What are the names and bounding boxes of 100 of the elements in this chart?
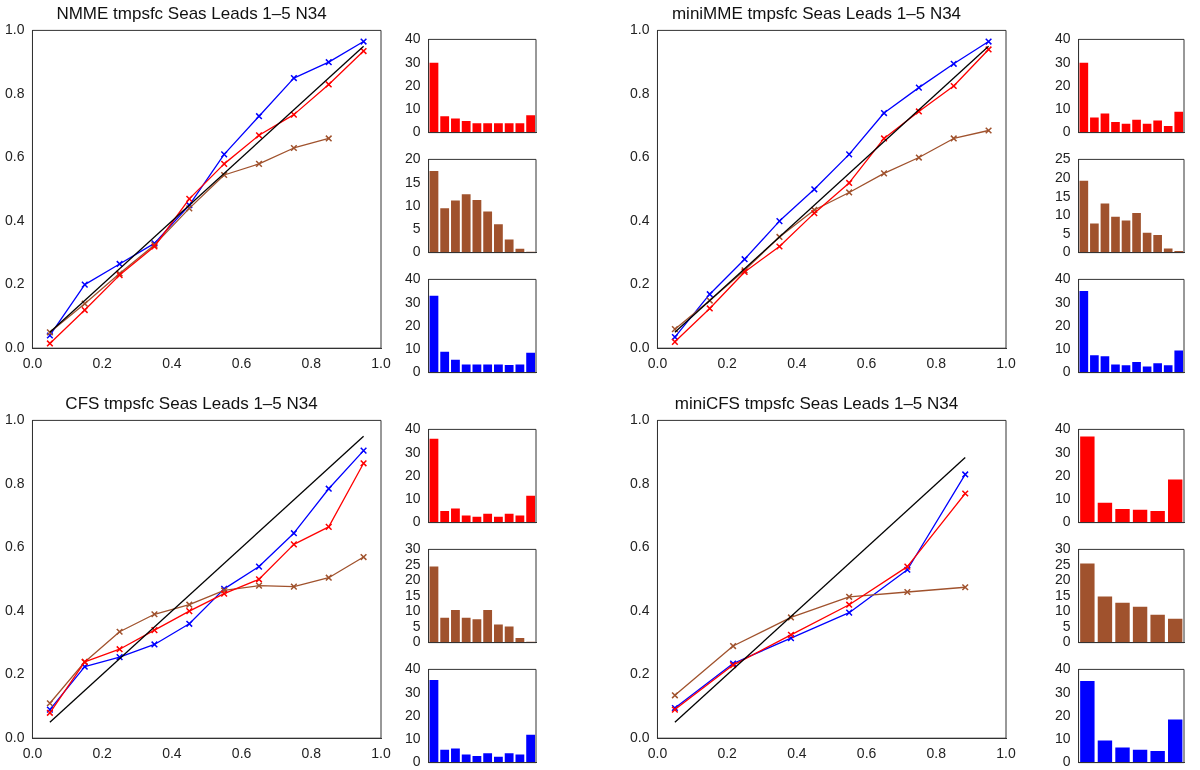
x-tick-label: 1.0 — [996, 745, 1016, 762]
x-tick-label: 0.6 — [856, 745, 877, 762]
y-tick-label: 10 — [1054, 340, 1071, 357]
y-tick-label: 0 — [1062, 123, 1071, 140]
x-tick-label: 0.2 — [92, 355, 113, 372]
x-tick-label: 0.2 — [717, 355, 738, 372]
y-tick-label: 20 — [1054, 168, 1071, 185]
y-tick-label: 5 — [412, 617, 421, 634]
y-tick-label: 5 — [1062, 224, 1071, 241]
x-tick-label: 0.4 — [162, 745, 182, 762]
y-tick-label: 30 — [404, 540, 421, 557]
y-tick-label: 30 — [1054, 540, 1071, 557]
x-tick-label: 0.2 — [92, 745, 113, 762]
y-tick-label: 0.4 — [629, 601, 650, 618]
y-tick-label: 40 — [1054, 30, 1071, 47]
y-tick-label: 30 — [1054, 293, 1071, 310]
x-tick-label: 0.6 — [231, 745, 252, 762]
y-tick-label: 15 — [404, 173, 421, 190]
y-tick-label: 1.0 — [4, 21, 25, 38]
chart-title: miniCFS tmpsfc Seas Leads 1–5 N34 — [674, 393, 959, 413]
y-tick-label: 40 — [404, 660, 421, 677]
y-tick-label: 0.4 — [629, 211, 650, 228]
y-tick-label: 20 — [404, 150, 421, 167]
y-tick-label: 30 — [1054, 53, 1071, 70]
y-tick-label: 10 — [404, 100, 421, 117]
y-tick-label: 40 — [404, 420, 421, 437]
y-tick-label: 0 — [412, 633, 421, 650]
y-tick-label: 30 — [404, 683, 421, 700]
y-tick-label: 40 — [404, 270, 421, 287]
y-tick-label: 0.4 — [4, 601, 25, 618]
y-tick-label: 0 — [1062, 363, 1071, 380]
y-tick-label: 0.8 — [629, 84, 650, 101]
x-tick-label: 1.0 — [996, 355, 1016, 372]
chart-title: CFS tmpsfc Seas Leads 1–5 N34 — [65, 393, 318, 413]
y-tick-label: 15 — [1054, 187, 1071, 204]
x-tick-label: 1.0 — [371, 355, 391, 372]
y-tick-label: 20 — [404, 316, 421, 333]
x-tick-label: 0.0 — [22, 745, 43, 762]
y-tick-label: 10 — [1054, 730, 1071, 747]
y-tick-label: 0.2 — [629, 665, 650, 682]
y-tick-label: 10 — [1054, 490, 1071, 507]
x-tick-label: 0.4 — [162, 355, 182, 372]
chart-title: miniMME tmpsfc Seas Leads 1–5 N34 — [671, 3, 962, 23]
y-tick-label: 0 — [1062, 633, 1071, 650]
y-tick-label: 10 — [404, 340, 421, 357]
y-tick-label: 10 — [404, 602, 421, 619]
y-tick-label: 0 — [1062, 753, 1071, 770]
y-tick-label: 5 — [1062, 617, 1071, 634]
x-tick-label: 0.4 — [787, 745, 807, 762]
y-tick-label: 0 — [412, 753, 421, 770]
y-tick-label: 10 — [404, 730, 421, 747]
y-tick-label: 20 — [404, 571, 421, 588]
y-tick-label: 0.0 — [4, 729, 25, 746]
y-tick-label: 30 — [404, 293, 421, 310]
chart-title: NMME tmpsfc Seas Leads 1–5 N34 — [56, 3, 327, 23]
x-tick-label: 0.8 — [301, 355, 322, 372]
y-tick-label: 1.0 — [629, 411, 650, 428]
y-tick-label: 20 — [404, 76, 421, 93]
y-tick-label: 0 — [1062, 513, 1071, 530]
x-tick-label: 1.0 — [371, 745, 391, 762]
y-tick-label: 30 — [404, 53, 421, 70]
y-tick-label: 5 — [412, 220, 421, 237]
y-tick-label: 25 — [1054, 150, 1071, 167]
y-tick-label: 30 — [1054, 443, 1071, 460]
x-tick-label: 0.0 — [22, 355, 43, 372]
y-tick-label: 20 — [1054, 76, 1071, 93]
y-tick-label: 0.8 — [629, 474, 650, 491]
y-tick-label: 20 — [1054, 706, 1071, 723]
y-tick-label: 10 — [1054, 206, 1071, 223]
x-tick-label: 0.0 — [647, 745, 668, 762]
y-tick-label: 10 — [404, 490, 421, 507]
y-tick-label: 40 — [1054, 420, 1071, 437]
x-tick-label: 0.8 — [301, 745, 322, 762]
y-tick-label: 0.6 — [4, 538, 25, 555]
x-tick-label: 0.4 — [787, 355, 807, 372]
y-tick-label: 30 — [1054, 683, 1071, 700]
y-tick-label: 10 — [1054, 100, 1071, 117]
y-tick-label: 0.8 — [4, 84, 25, 101]
y-tick-label: 25 — [404, 555, 421, 572]
y-tick-label: 1.0 — [4, 411, 25, 428]
y-tick-label: 20 — [404, 706, 421, 723]
y-tick-label: 15 — [404, 586, 421, 603]
y-tick-label: 20 — [404, 466, 421, 483]
x-tick-label: 0.8 — [926, 355, 947, 372]
y-tick-label: 0 — [412, 123, 421, 140]
y-tick-label: 0.0 — [629, 339, 650, 356]
y-tick-label: 0.2 — [4, 665, 25, 682]
y-tick-label: 10 — [404, 196, 421, 213]
y-tick-label: 0.4 — [4, 211, 25, 228]
y-tick-label: 40 — [1054, 270, 1071, 287]
y-tick-label: 0.8 — [4, 474, 25, 491]
y-tick-label: 0.6 — [4, 148, 25, 165]
y-tick-label: 0.0 — [629, 729, 650, 746]
x-tick-label: 0.2 — [717, 745, 738, 762]
y-tick-label: 0.6 — [629, 538, 650, 555]
y-tick-label: 20 — [1054, 316, 1071, 333]
y-tick-label: 0 — [412, 363, 421, 380]
y-tick-label: 10 — [1054, 602, 1071, 619]
y-tick-label: 0.6 — [629, 148, 650, 165]
y-tick-label: 0 — [412, 243, 421, 260]
